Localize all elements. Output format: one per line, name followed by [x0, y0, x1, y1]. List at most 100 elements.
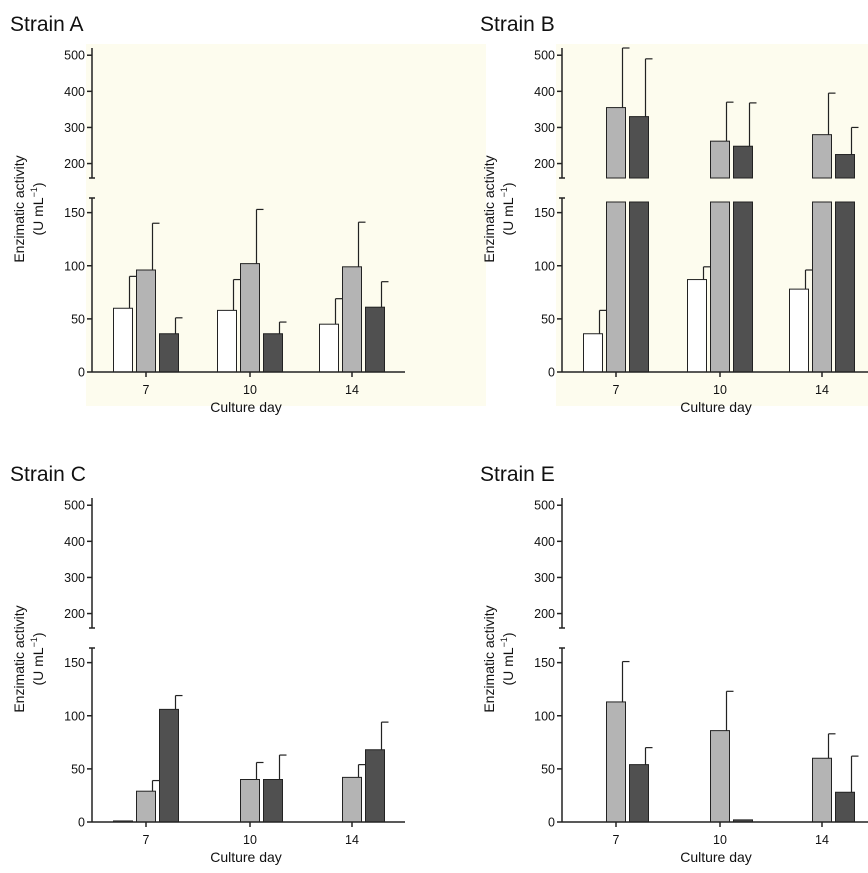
bar-light-day-7: [606, 701, 626, 823]
y-tick-label: 500: [534, 49, 555, 63]
bar-upper-light-day-10: [710, 140, 730, 179]
y-tick-label: 0: [548, 366, 555, 380]
y-axis-unit-text: (U mL: [500, 197, 516, 235]
x-tick-label: 7: [143, 383, 150, 397]
x-axis-title: Culture day: [680, 399, 752, 415]
bar-white-day-7: [113, 307, 133, 373]
chart-title: Strain A: [10, 13, 84, 36]
y-tick-label: 0: [78, 816, 85, 830]
y-tick-label: 100: [64, 259, 85, 273]
bar-dark-day-10: [733, 201, 753, 373]
x-tick-label: 14: [345, 383, 359, 397]
y-axis-unit-text: (U mL: [500, 647, 516, 685]
y-tick-label: 300: [64, 571, 85, 585]
y-axis-unit-close: ): [500, 182, 516, 187]
bar-white-day-7: [583, 333, 603, 373]
bar-white-day-10: [687, 279, 707, 373]
y-tick-label: 150: [64, 656, 85, 670]
y-axis-unit-superscript: −1: [29, 187, 39, 197]
bar-white-day-10: [217, 309, 237, 373]
y-tick-label: 150: [534, 206, 555, 220]
y-tick-label: 500: [534, 499, 555, 513]
bar-light-day-10: [710, 730, 730, 823]
y-tick-label: 400: [534, 535, 555, 549]
y-axis-title-unit: (U mL−1): [499, 182, 516, 235]
y-tick-label: 100: [534, 709, 555, 723]
y-tick-label: 200: [64, 607, 85, 621]
x-axis-title: Culture day: [680, 849, 752, 865]
y-tick-label: 0: [548, 816, 555, 830]
y-tick-label: 500: [64, 49, 85, 63]
y-axis-title-unit: (U mL−1): [29, 632, 46, 685]
bar-dark-day-14: [835, 791, 855, 823]
chart-panel-1: Strain B 0 50 100 150 200 300 400 500 7 10 14 Cultur…: [480, 13, 868, 415]
bar-white-day-14: [319, 323, 339, 373]
y-tick-label: 150: [534, 656, 555, 670]
y-axis-title: Enzimatic activity (U mL−1): [481, 605, 516, 712]
x-tick-label: 10: [713, 383, 727, 397]
y-axis-title-line1: Enzimatic activity: [11, 155, 27, 262]
chart-title: Strain C: [10, 463, 86, 486]
bar-upper-dark-day-14: [835, 154, 855, 179]
y-tick-label: 50: [541, 762, 555, 776]
bar-light-day-7: [606, 201, 626, 373]
bar-upper-dark-day-10: [733, 145, 753, 179]
bar-light-day-10: [240, 779, 260, 823]
chart-title: Strain E: [480, 463, 555, 486]
y-axis-title: Enzimatic activity (U mL−1): [481, 155, 516, 262]
bar-light-day-14: [342, 776, 362, 823]
bar-upper-light-day-14: [812, 134, 832, 179]
y-tick-label: 50: [71, 312, 85, 326]
bar-upper-dark-day-7: [629, 116, 649, 179]
y-axis-title: Enzimatic activity (U mL−1): [11, 605, 46, 712]
bar-dark-day-7: [159, 333, 179, 373]
y-axis-unit-close: ): [500, 632, 516, 637]
y-tick-label: 50: [71, 762, 85, 776]
y-tick-label: 300: [534, 121, 555, 135]
bar-dark-day-14: [365, 306, 385, 373]
bar-light-day-14: [342, 266, 362, 373]
y-tick-label: 0: [78, 366, 85, 380]
x-tick-label: 14: [815, 833, 829, 847]
bar-dark-day-14: [365, 749, 385, 823]
bar-light-day-7: [136, 269, 156, 373]
x-tick-label: 14: [815, 383, 829, 397]
x-tick-label: 10: [243, 383, 257, 397]
chart-panel-0: Strain A 0 50 100 150 200 300 400 500 7 10 14 Cultur…: [10, 13, 486, 415]
bar-dark-day-7: [629, 764, 649, 823]
chart-title: Strain B: [480, 13, 555, 36]
y-tick-label: 400: [64, 85, 85, 99]
bar-white-day-14: [789, 288, 809, 373]
chart-panel-2: Strain C 0 50 100 150 200 300 400 500 7 10 14 Cultur…: [10, 463, 405, 865]
bar-light-day-7: [136, 790, 156, 823]
x-axis-title: Culture day: [210, 399, 282, 415]
chart-panel-3: Strain E 0 50 100 150 200 300 400 500 7 10 14 Cultur…: [480, 463, 868, 865]
y-axis-unit-text: (U mL: [30, 647, 46, 685]
x-axis-title: Culture day: [210, 849, 282, 865]
x-tick-label: 7: [613, 833, 620, 847]
bar-dark-day-14: [835, 201, 855, 373]
y-tick-label: 200: [64, 157, 85, 171]
y-axis-unit-close: ): [30, 632, 46, 637]
y-axis-unit-superscript: −1: [499, 637, 509, 647]
y-axis-unit-superscript: −1: [29, 637, 39, 647]
y-tick-label: 300: [534, 571, 555, 585]
y-axis-unit-superscript: −1: [499, 187, 509, 197]
bar-dark-day-10: [263, 779, 283, 823]
x-tick-label: 7: [613, 383, 620, 397]
bar-light-day-10: [240, 263, 260, 373]
y-axis-title: Enzimatic activity (U mL−1): [11, 155, 46, 262]
y-tick-label: 400: [64, 535, 85, 549]
y-tick-label: 50: [541, 312, 555, 326]
y-axis-unit-close: ): [30, 182, 46, 187]
x-tick-label: 7: [143, 833, 150, 847]
y-tick-label: 150: [64, 206, 85, 220]
bar-dark-day-7: [159, 708, 179, 823]
y-axis-title-line1: Enzimatic activity: [481, 605, 497, 712]
bar-upper-light-day-7: [606, 107, 626, 179]
y-axis-title-unit: (U mL−1): [499, 632, 516, 685]
bar-dark-day-10: [263, 333, 283, 373]
bar-light-day-14: [812, 201, 832, 373]
y-tick-label: 500: [64, 499, 85, 513]
x-tick-label: 14: [345, 833, 359, 847]
